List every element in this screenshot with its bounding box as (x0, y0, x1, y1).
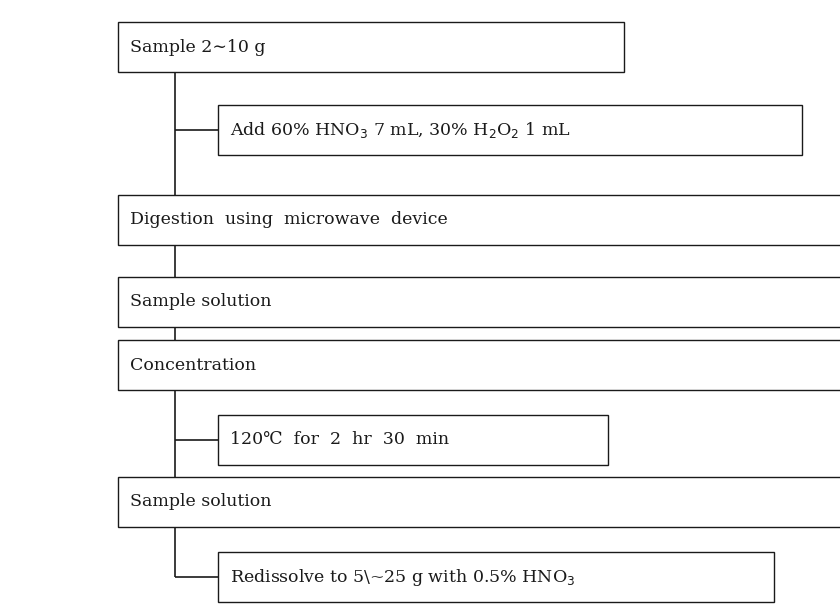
Text: Sample 2∼10 g: Sample 2∼10 g (130, 38, 265, 55)
Bar (218, 415, 608, 465)
Text: Sample solution: Sample solution (130, 293, 271, 310)
Bar (118, 277, 840, 327)
Bar (218, 552, 774, 602)
Bar (118, 22, 624, 72)
Bar (118, 195, 840, 245)
Text: Digestion  using  microwave  device: Digestion using microwave device (130, 211, 448, 229)
Bar (118, 477, 840, 527)
Text: Add 60% HNO$_3$ 7 mL, 30% H$_2$O$_2$ 1 mL: Add 60% HNO$_3$ 7 mL, 30% H$_2$O$_2$ 1 m… (230, 120, 571, 140)
Text: Redissolve to 5\~25 g with 0.5% HNO$_3$: Redissolve to 5\~25 g with 0.5% HNO$_3$ (230, 567, 575, 588)
Bar (218, 105, 802, 155)
Bar (118, 340, 840, 390)
Text: Sample solution: Sample solution (130, 493, 271, 511)
Text: Concentration: Concentration (130, 357, 256, 373)
Text: 120℃  for  2  hr  30  min: 120℃ for 2 hr 30 min (230, 431, 449, 448)
